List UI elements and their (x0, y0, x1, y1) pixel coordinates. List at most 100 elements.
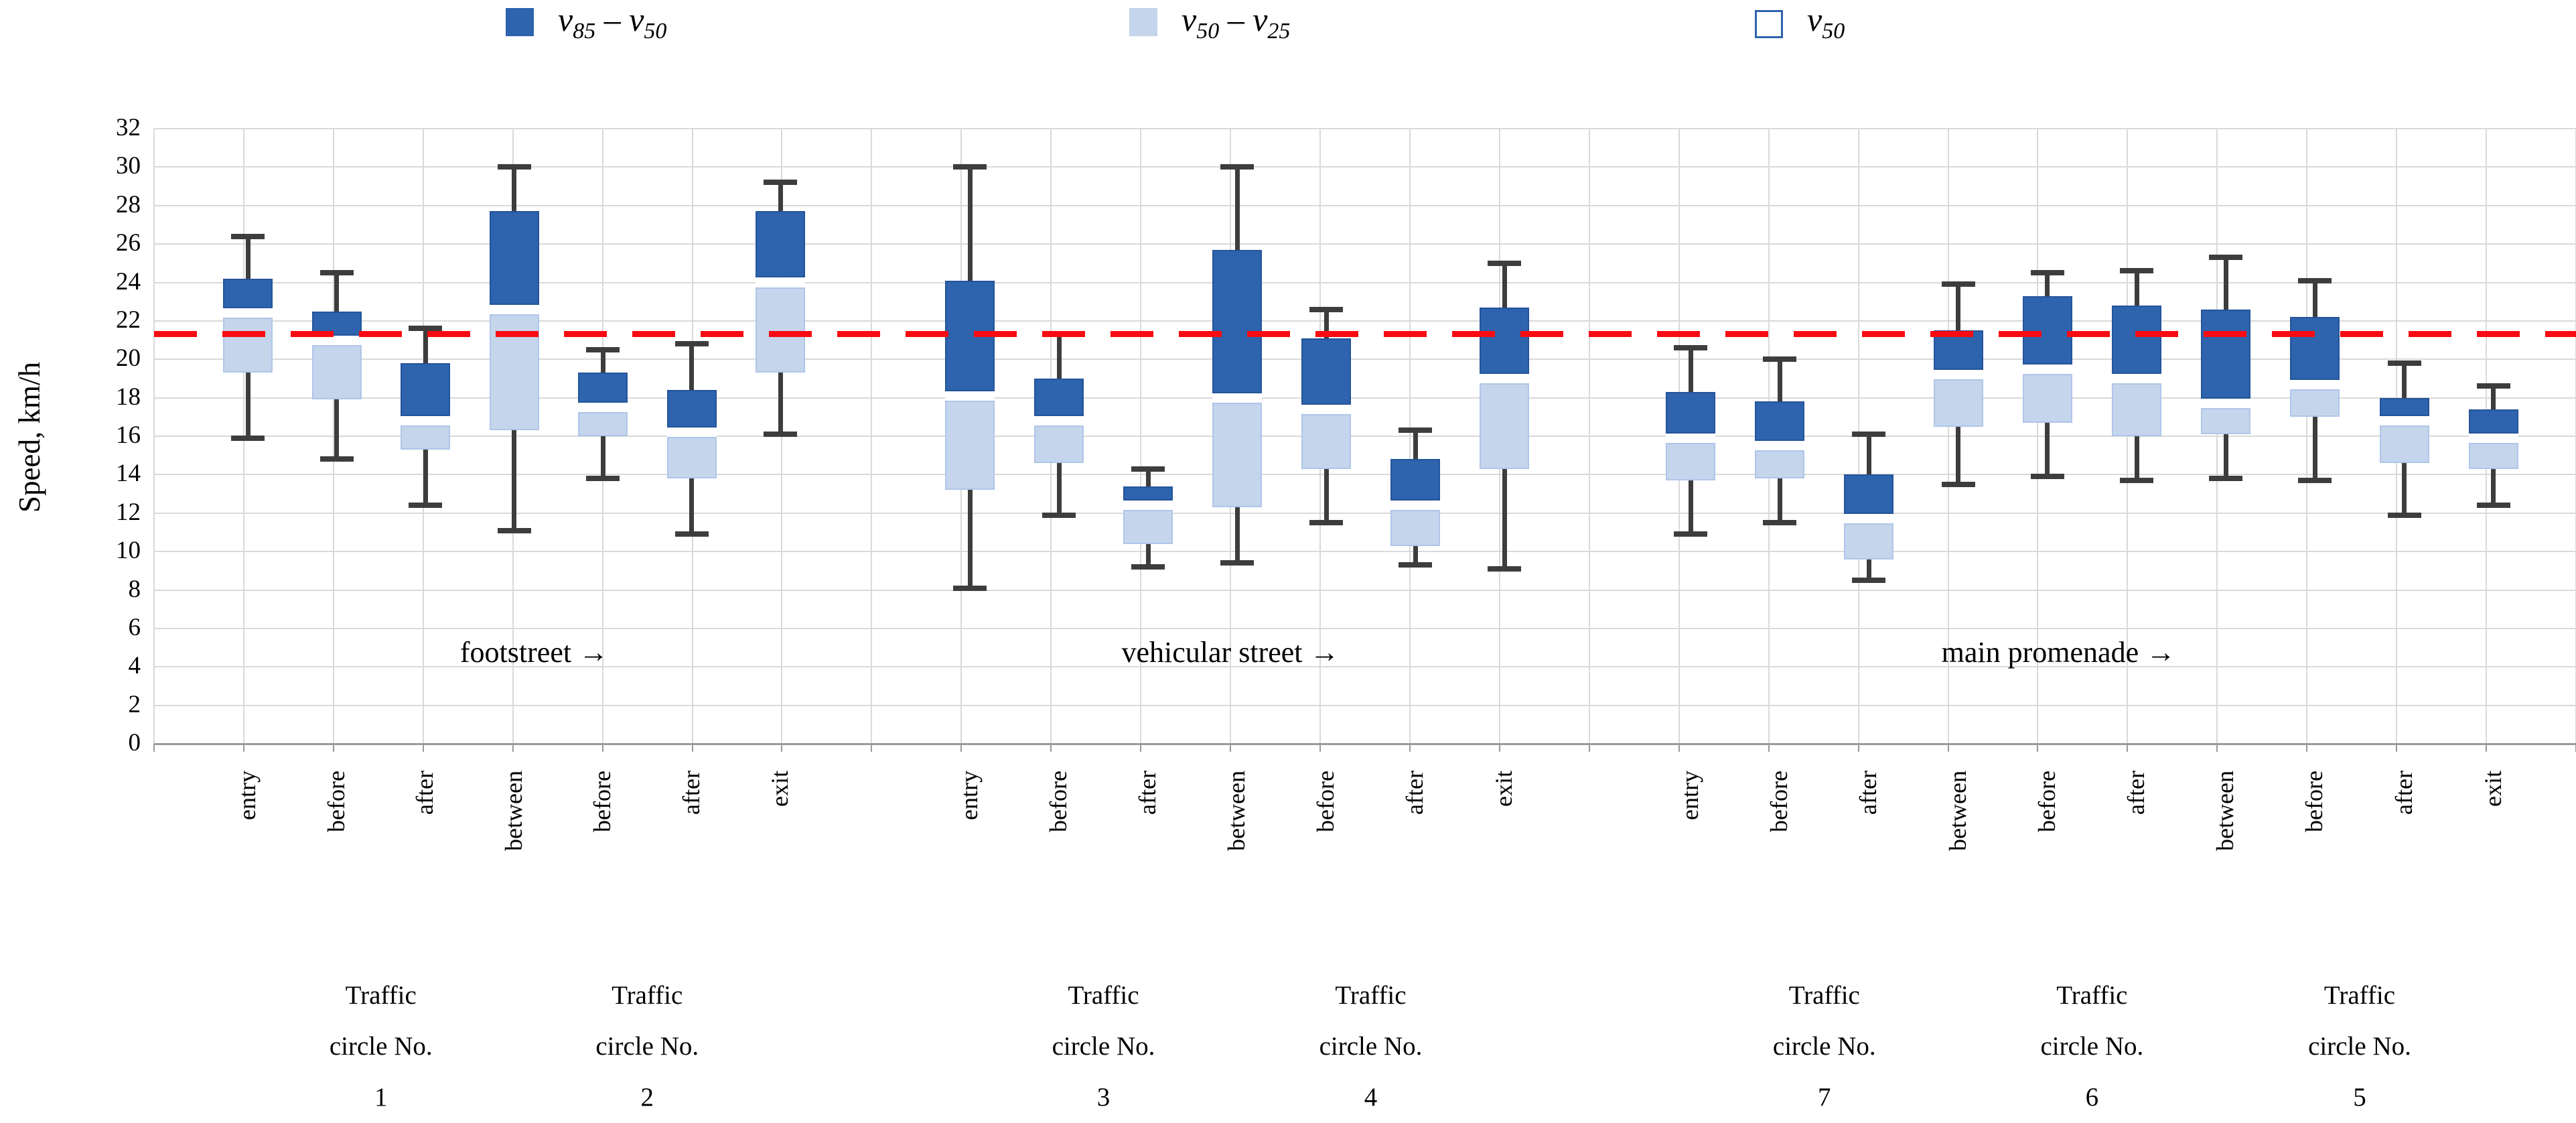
whisker-bottom-cap (2476, 503, 2510, 509)
traffic-circle-label-line: Traffic (2323, 981, 2396, 1010)
box-v50-v85 (1480, 307, 1529, 374)
box-v50-v85 (756, 211, 805, 278)
x-tick-label: after (1401, 771, 1428, 815)
x-tick-label: entry (956, 771, 983, 820)
x-axis-tick (2396, 744, 2398, 752)
h-gridline (154, 243, 2576, 245)
h-gridline (154, 358, 2576, 360)
whisker-top-stem (334, 273, 339, 312)
whisker-top-cap (953, 164, 987, 170)
box-v25-v50 (2022, 373, 2072, 423)
box-v25-v50 (1480, 383, 1529, 469)
traffic-circle-label-line: 5 (2353, 1083, 2366, 1112)
x-axis-tick (2216, 744, 2218, 752)
whisker-top-stem (2312, 280, 2317, 318)
box-v25-v50 (401, 425, 450, 450)
x-tick-label: after (1855, 771, 1882, 815)
x-tick-label: after (677, 771, 705, 815)
v50-marker (2290, 379, 2340, 389)
legend-swatch-dark-blue (506, 8, 534, 36)
box-v25-v50 (945, 400, 995, 490)
h-gridline (154, 397, 2576, 399)
h-gridline (154, 704, 2576, 706)
box-v25-v50 (2468, 442, 2518, 469)
whisker-top-stem (1688, 348, 1693, 392)
box-v50-v85 (1755, 401, 1805, 442)
whisker-bottom-cap (1309, 520, 1343, 526)
legend-sep: – (595, 1, 630, 38)
traffic-circle-label-line: 7 (1818, 1083, 1831, 1112)
traffic-circle-label-line: Traffic (1068, 981, 1139, 1010)
whisker-top-cap (1941, 281, 1975, 287)
whisker-top-cap (2030, 270, 2064, 276)
v50-marker (1123, 501, 1173, 511)
x-tick-label: between (1944, 771, 1971, 851)
whisker-bottom-stem (2402, 463, 2407, 515)
traffic-circle-label-line: 6 (2085, 1083, 2099, 1112)
y-tick-label: 22 (116, 306, 141, 334)
traffic-circle-label: Traffic circle No. 6 (1971, 970, 2212, 1123)
h-gridline (154, 474, 2576, 476)
x-axis-tick (1588, 744, 1590, 752)
x-axis-tick (1678, 744, 1680, 752)
x-axis-tick (1768, 744, 1770, 752)
v-gridline (2037, 129, 2039, 744)
x-tick-label: before (1766, 771, 1793, 832)
whisker-top-cap (319, 270, 354, 276)
legend-sub: 50 (1196, 19, 1220, 44)
x-axis-tick (153, 744, 155, 752)
whisker-top-stem (1413, 430, 1418, 460)
traffic-circle-label-line: circle No. (595, 1032, 699, 1061)
whisker-bottom-stem (600, 436, 605, 479)
whisker-bottom-stem (1502, 468, 1507, 569)
x-axis-tick (1409, 744, 1411, 752)
h-gridline (154, 166, 2576, 168)
whisker-bottom-cap (2120, 477, 2153, 483)
v50-marker (489, 304, 539, 314)
x-axis-line (154, 743, 2576, 745)
legend-var: v (1182, 1, 1197, 38)
traffic-circle-label: Traffic circle No. 7 (1704, 970, 1945, 1123)
whisker-bottom-cap (2387, 512, 2421, 518)
h-gridline (154, 551, 2576, 553)
whisker-top-cap (764, 180, 797, 186)
whisker-top-stem (2491, 386, 2496, 409)
whisker-bottom-cap (1488, 566, 1521, 572)
h-gridline (154, 320, 2576, 322)
x-axis-tick (2037, 744, 2039, 752)
traffic-circle-label: Traffic circle No. 4 (1250, 970, 1492, 1123)
box-v25-v50 (2112, 383, 2161, 436)
v50-marker (1212, 393, 1262, 403)
whisker-top-cap (497, 164, 531, 170)
traffic-circle-label-line: Traffic (612, 981, 683, 1010)
v-gridline (2306, 129, 2308, 744)
whisker-bottom-cap (1763, 520, 1797, 526)
box-v25-v50 (2379, 425, 2429, 464)
legend-var: v (1807, 1, 1822, 38)
traffic-circle-label-line: 4 (1364, 1083, 1378, 1112)
box-v50-v85 (1123, 486, 1173, 501)
x-tick-label: between (500, 771, 527, 851)
box-v25-v50 (1666, 442, 1715, 480)
x-tick-label: exit (1490, 771, 1517, 807)
x-axis-tick (1857, 744, 1859, 752)
traffic-circle-label-line: 1 (374, 1083, 388, 1112)
whisker-bottom-stem (334, 399, 339, 460)
box-v25-v50 (1390, 510, 1440, 546)
box-v25-v50 (311, 344, 362, 400)
x-axis-tick (2127, 744, 2129, 752)
box-v25-v50 (1123, 510, 1173, 544)
y-tick-label: 28 (116, 190, 141, 218)
whisker-bottom-stem (1234, 507, 1240, 564)
v50-marker (311, 335, 362, 345)
v50-marker (1301, 404, 1351, 414)
y-tick-label: 32 (116, 114, 141, 141)
legend-sub: 85 (573, 19, 596, 44)
x-tick-label: entry (234, 771, 261, 820)
legend-sub: 50 (1822, 19, 1845, 44)
v50-marker (1034, 416, 1084, 426)
traffic-circle-label-line: circle No. (1052, 1032, 1155, 1061)
traffic-circle-label-line: Traffic (1335, 981, 1407, 1010)
whisker-bottom-stem (2134, 436, 2139, 480)
h-gridline (154, 589, 2576, 591)
